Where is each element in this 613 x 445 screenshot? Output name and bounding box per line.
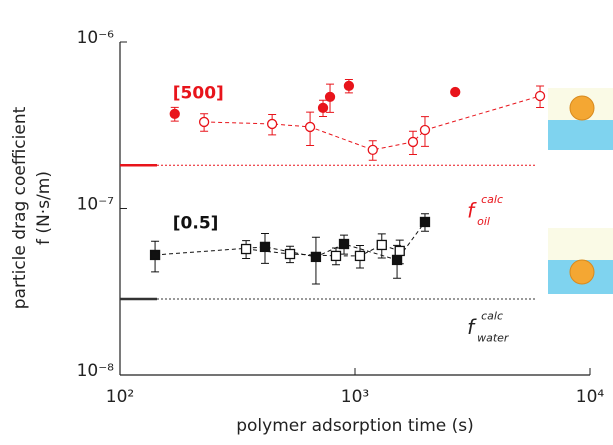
- point: [259, 241, 271, 253]
- point: [407, 136, 419, 148]
- calc-label: f calc oil: [467, 193, 503, 228]
- y-axis-label: particle drag coefficient: [10, 106, 30, 309]
- point: [338, 238, 350, 250]
- point: [419, 124, 431, 136]
- x-axis-label: polymer adsorption time (s): [236, 416, 474, 436]
- calc-label-sup: calc: [481, 193, 503, 206]
- point: [534, 90, 546, 102]
- annotation: [500]: [173, 84, 224, 104]
- point: [198, 116, 210, 128]
- point: [149, 249, 161, 261]
- point: [317, 102, 329, 114]
- point: [367, 144, 378, 156]
- point: [450, 86, 461, 98]
- point: [169, 108, 180, 120]
- point: [310, 251, 322, 263]
- calc-label: f calc water: [467, 310, 510, 345]
- point: [304, 121, 316, 133]
- icon-oil: [548, 88, 613, 150]
- point: [266, 118, 278, 130]
- point: [343, 80, 355, 92]
- point: [330, 250, 342, 262]
- point: [419, 216, 431, 228]
- point: [354, 250, 366, 262]
- x-tick-label: 10⁴: [576, 387, 605, 407]
- calc-label-sub: water: [477, 332, 510, 345]
- point: [284, 248, 296, 260]
- point: [240, 243, 252, 255]
- point: [376, 239, 387, 251]
- series-line: [204, 95, 541, 151]
- calc-label-f: f: [467, 315, 477, 339]
- calc-label-sup: calc: [481, 310, 503, 323]
- x-tick-label: 10²: [106, 387, 134, 407]
- calc-label-f: f: [467, 199, 477, 223]
- point: [394, 245, 405, 257]
- x-tick-label: 10³: [341, 387, 369, 407]
- y-axis-label: f (N·s/m): [34, 171, 54, 245]
- y-tick-label: 10⁻⁷: [77, 195, 115, 215]
- y-tick-label: 10⁻⁶: [77, 28, 115, 48]
- icon-water: [548, 228, 613, 294]
- annotation: [0.5]: [173, 214, 219, 234]
- y-tick-label: 10⁻⁸: [77, 361, 115, 381]
- point: [324, 91, 336, 103]
- calc-label-sub: oil: [477, 215, 490, 228]
